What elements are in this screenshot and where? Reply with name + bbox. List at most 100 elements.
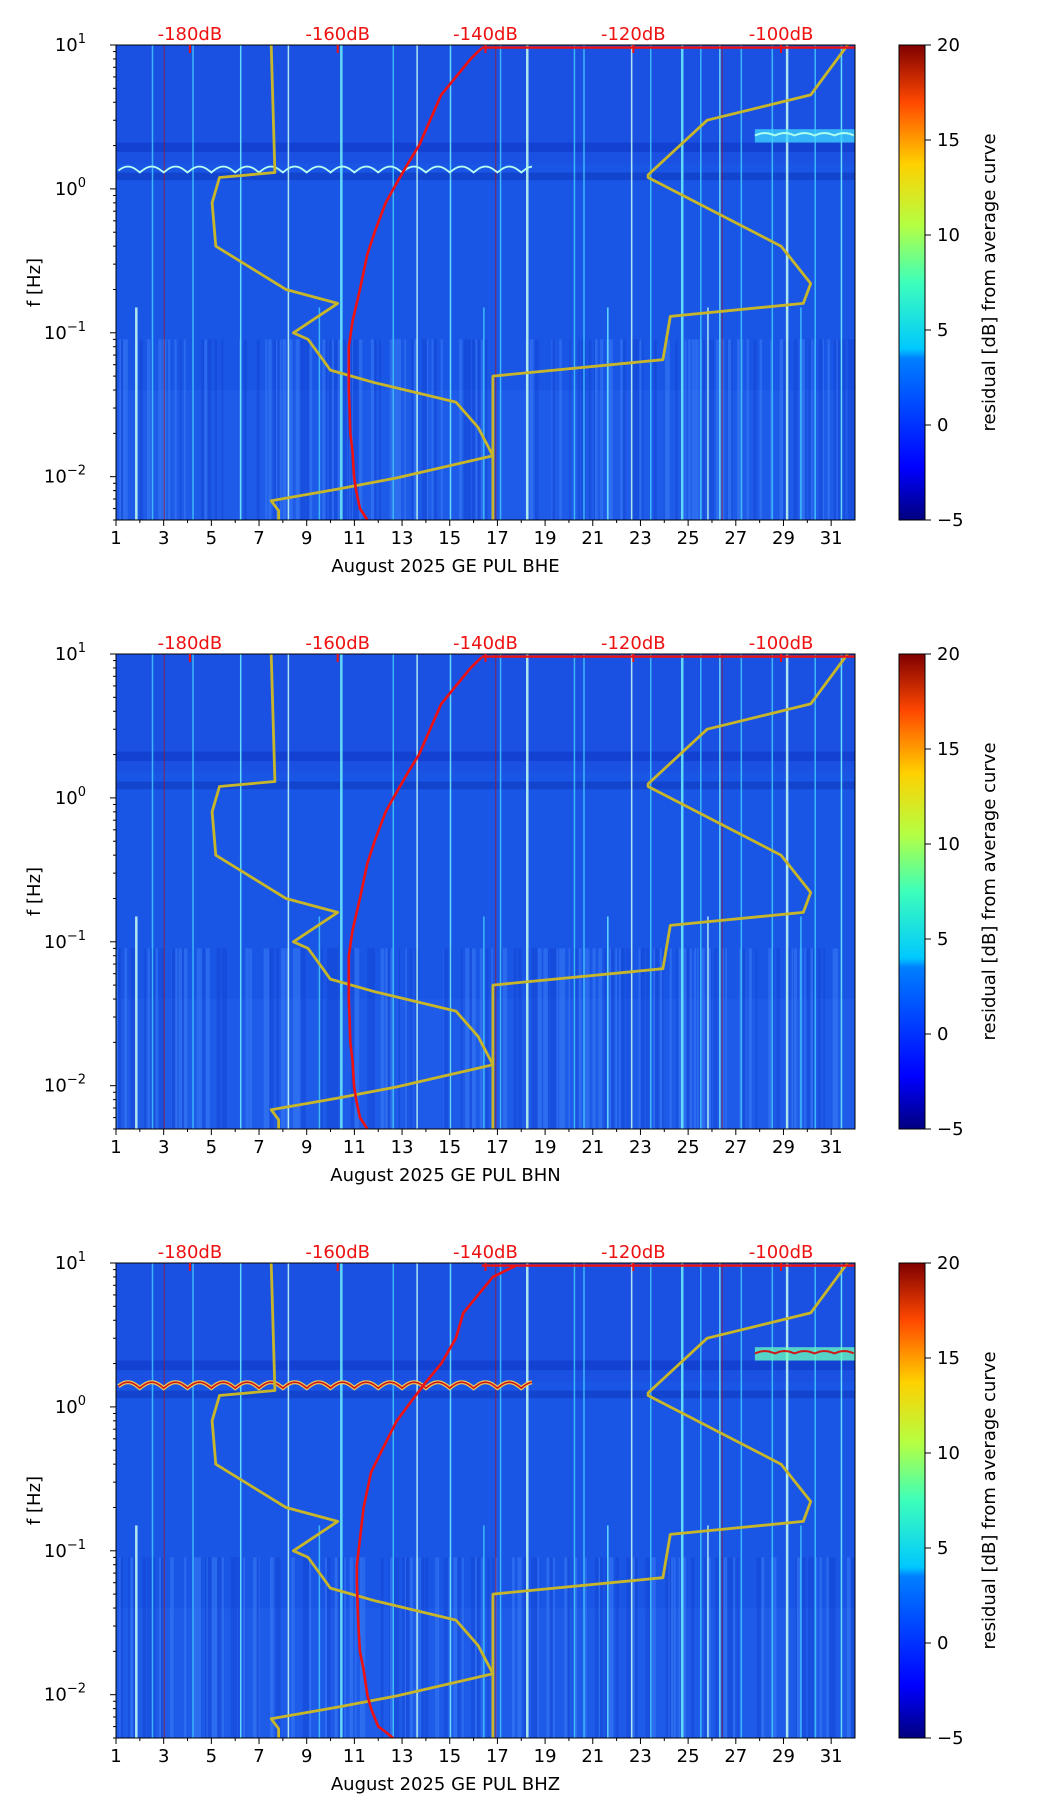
texture-streak	[378, 339, 382, 520]
texture-streak	[389, 339, 393, 520]
texture-streak	[175, 948, 178, 1129]
texture-streak	[152, 948, 156, 1129]
texture-streak	[853, 339, 855, 520]
texture-streak	[537, 948, 542, 1129]
texture-streak	[200, 948, 203, 1129]
texture-streak	[342, 339, 347, 520]
texture-streak	[678, 948, 683, 1129]
event-line	[526, 1263, 529, 1738]
texture-streak	[161, 1557, 164, 1738]
y-tick-exponent: 1	[78, 1250, 86, 1265]
texture-streak	[396, 339, 401, 520]
event-line	[607, 1525, 609, 1738]
event-line	[135, 1525, 138, 1738]
colorbar-tick-label: −5	[937, 1728, 964, 1749]
texture-streak	[146, 339, 151, 520]
texture-streak	[277, 339, 280, 520]
x-tick-label: 5	[206, 1137, 217, 1158]
texture-streak	[469, 339, 474, 520]
event-line	[499, 45, 502, 520]
texture-streak	[817, 948, 821, 1129]
texture-streak	[201, 339, 204, 520]
texture-streak	[689, 948, 692, 1129]
texture-streak	[197, 1557, 202, 1738]
y-tick-label: 100	[55, 176, 86, 200]
event-line	[607, 307, 609, 520]
texture-streak	[282, 339, 285, 520]
texture-streak	[305, 1557, 309, 1738]
event-line	[318, 916, 321, 1129]
texture-streak	[380, 948, 385, 1129]
texture-streak	[303, 339, 306, 520]
texture-streak	[405, 948, 409, 1129]
texture-streak	[394, 339, 397, 520]
texture-streak	[768, 948, 772, 1129]
texture-streak	[205, 1557, 209, 1738]
texture-streak	[837, 339, 840, 520]
event-line	[719, 654, 721, 1129]
event-line	[771, 654, 774, 1129]
texture-streak	[569, 339, 571, 520]
texture-streak	[546, 1557, 550, 1738]
y-tick-exponent: 0	[78, 785, 86, 800]
texture-streak	[463, 339, 467, 520]
texture-streak	[552, 339, 557, 520]
late-band	[754, 129, 855, 143]
x-tick-label: 9	[301, 1746, 312, 1767]
texture-streak	[660, 948, 664, 1129]
texture-streak	[842, 339, 846, 520]
texture-streak	[172, 948, 176, 1129]
event-line	[287, 1263, 290, 1738]
texture-streak	[759, 1557, 762, 1738]
texture-streak	[212, 1557, 217, 1738]
event-line	[499, 654, 502, 1129]
texture-streak	[125, 339, 128, 520]
texture-streak	[737, 339, 741, 520]
texture-streak	[170, 1557, 173, 1738]
texture-streak	[609, 1557, 614, 1738]
texture-streak	[328, 339, 333, 520]
event-line	[840, 1263, 843, 1738]
texture-streak	[531, 948, 536, 1129]
texture-streak	[158, 339, 162, 520]
y-tick-exponent: −2	[67, 1073, 86, 1088]
texture-streak	[221, 339, 224, 520]
texture-streak	[670, 1557, 674, 1738]
texture-streak	[487, 1557, 490, 1738]
x-tick-label: 13	[391, 1746, 414, 1767]
texture-streak	[409, 948, 412, 1129]
late-band	[754, 1347, 855, 1361]
texture-streak	[445, 1557, 448, 1738]
texture-streak	[317, 948, 320, 1129]
texture-streak	[122, 339, 126, 520]
event-line	[840, 654, 843, 1129]
texture-streak	[446, 1557, 449, 1738]
texture-streak	[761, 1557, 765, 1738]
texture-streak	[207, 1557, 212, 1738]
texture-streak	[398, 339, 402, 520]
event-line	[814, 45, 816, 520]
texture-streak	[471, 948, 476, 1129]
texture-streak	[851, 1557, 855, 1738]
texture-streak	[234, 1557, 238, 1738]
texture-streak	[761, 1557, 764, 1738]
texture-streak	[631, 339, 635, 520]
texture-streak	[809, 1557, 813, 1738]
x-tick-label: 21	[581, 1137, 604, 1158]
texture-streak	[821, 339, 824, 520]
texture-streak	[479, 948, 483, 1129]
texture-streak	[801, 1557, 806, 1738]
texture-streak	[424, 339, 429, 520]
texture-streak	[268, 339, 272, 520]
texture-streak	[118, 948, 120, 1129]
event-line	[340, 1263, 343, 1738]
texture-streak	[676, 948, 680, 1129]
texture-streak	[664, 339, 669, 520]
texture-streak	[598, 948, 603, 1129]
texture-streak	[620, 339, 624, 520]
texture-streak	[354, 948, 357, 1129]
texture-streak	[646, 1557, 650, 1738]
texture-streak	[647, 1557, 652, 1738]
event-line-red	[495, 1263, 497, 1738]
texture-streak	[654, 948, 659, 1129]
